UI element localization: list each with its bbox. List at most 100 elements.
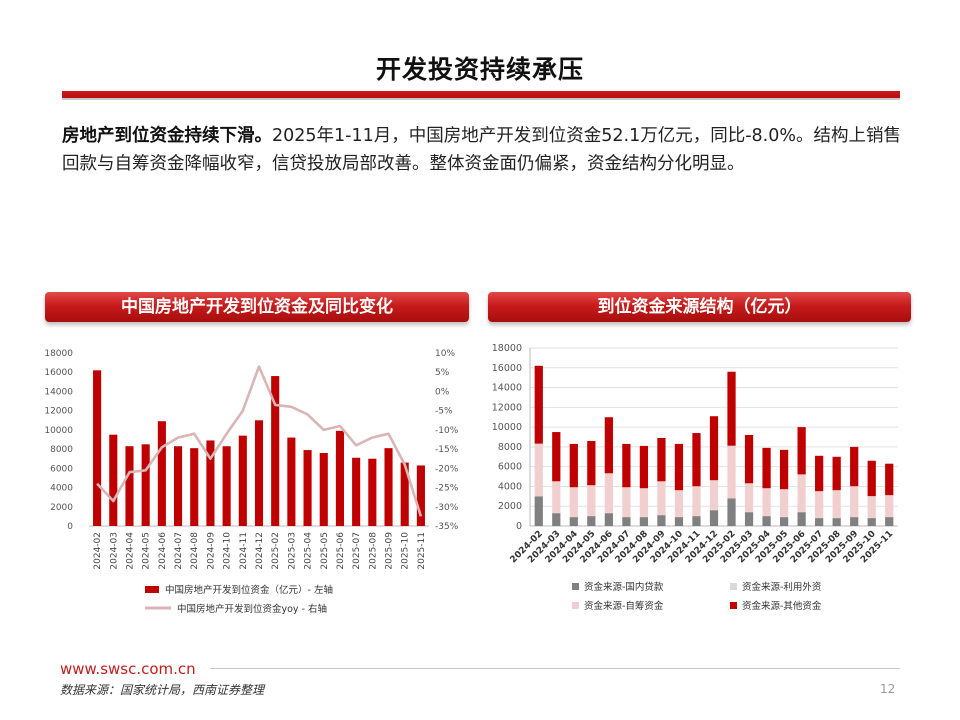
stack-segment — [797, 512, 806, 526]
y-right-tick-label: -30% — [435, 503, 459, 513]
legend-swatch — [730, 602, 737, 609]
y-right-tick-label: 10% — [435, 349, 455, 359]
funds-bar — [400, 462, 409, 526]
x-tick-label: 2024-08 — [190, 532, 200, 570]
x-tick-label: 2024-12 — [255, 532, 265, 570]
stack-segment — [709, 510, 719, 526]
x-tick-label: 2025-09 — [385, 532, 395, 570]
stack-segment — [604, 513, 613, 526]
title-rule-shadow — [62, 98, 900, 100]
y-tick-label: 14000 — [492, 383, 522, 394]
stack-segment — [744, 483, 754, 512]
stack-segment — [727, 445, 736, 499]
funds-bar — [174, 446, 183, 526]
stack-segment — [639, 445, 649, 489]
funds-bar — [368, 458, 377, 526]
summary-body: 2025年1-11月，中国房地产开发到位资金52.1万亿元，同比-8.0%。结构… — [62, 126, 901, 174]
funds-bar — [416, 465, 425, 526]
stack-segment — [727, 371, 736, 446]
y-right-tick-label: -35% — [435, 522, 459, 532]
stack-segment — [709, 416, 719, 481]
stack-segment — [850, 446, 859, 487]
funds-bar — [303, 450, 312, 526]
funds-bar — [157, 421, 166, 526]
funds-structure-chart: 0 2000 4000 6000 8000 10000 12000 14000 16000 180… — [492, 343, 898, 612]
stack-segment — [832, 456, 841, 491]
stack-segment — [639, 488, 649, 517]
stack-segment — [692, 486, 701, 516]
y-left-tick-label: 12000 — [44, 407, 73, 417]
x-tick-label: 2024-02 — [93, 532, 103, 570]
stack-segment — [534, 443, 543, 497]
legend-label: 资金来源-自筹资金 — [584, 600, 664, 612]
legend-swatch — [572, 583, 579, 590]
stack-segment — [885, 517, 894, 526]
y-tick-label: 12000 — [492, 402, 522, 413]
legend-line-label: 中国房地产开发到位资金yoy - 右轴 — [177, 603, 327, 615]
stack-segment — [797, 474, 806, 512]
website-url[interactable]: www.swsc.com.cn — [60, 660, 196, 678]
stack-segment — [587, 516, 596, 526]
stack-segment — [727, 498, 736, 526]
x-tick-label: 2024-03 — [109, 532, 119, 570]
y-right-tick-label: 0% — [435, 387, 450, 397]
stack-segment — [867, 496, 876, 518]
x-tick-label: 2025-03 — [287, 532, 297, 570]
stack-segment — [534, 496, 543, 526]
stack-segment — [587, 440, 596, 486]
right-chart-banner: 到位资金来源结构（亿元） — [488, 292, 911, 322]
stack-segment — [657, 515, 666, 526]
x-tick-label: 2024-10 — [223, 532, 233, 570]
stack-segment — [552, 432, 561, 482]
stack-segment — [832, 518, 841, 526]
legend-label: 资金来源-国内贷款 — [584, 581, 664, 593]
title-rule — [62, 91, 900, 98]
funds-bar — [335, 430, 344, 526]
funds-bar — [222, 446, 231, 526]
summary-paragraph: 房地产到位资金持续下滑。2025年1-11月，中国房地产开发到位资金52.1万亿… — [62, 122, 907, 178]
y-right-tick-label: -25% — [435, 484, 459, 494]
x-tick-label: 2025-02 — [271, 532, 281, 570]
stack-segment — [569, 443, 578, 488]
stack-segment — [885, 463, 894, 496]
stack-segment — [569, 487, 578, 517]
stack-segment — [569, 517, 578, 526]
y-tick-label: 8000 — [498, 442, 522, 453]
x-tick-label: 2024-09 — [206, 532, 216, 570]
y-left-tick-label: 0 — [67, 522, 73, 532]
stack-segment — [832, 490, 841, 518]
x-tick-label: 2024-07 — [174, 532, 184, 570]
stack-segment — [779, 449, 789, 490]
y-left-tick-label: 18000 — [44, 349, 73, 359]
y-right-tick-label: -10% — [435, 426, 459, 436]
stack-segment — [604, 473, 613, 513]
stack-segment — [850, 486, 859, 517]
y-tick-label: 2000 — [498, 501, 522, 512]
y-right-tick-label: -5% — [435, 407, 453, 417]
legend-swatch — [730, 583, 737, 590]
stack-segment — [552, 513, 561, 526]
funds-bar — [319, 452, 328, 526]
legend-bar-swatch — [145, 586, 159, 593]
left-chart-banner: 中国房地产开发到位资金及同比变化 — [45, 292, 469, 322]
stack-segment — [762, 447, 771, 489]
slide-title: 开发投资持续承压 — [375, 55, 584, 84]
funds-bar — [352, 457, 361, 526]
stack-segment — [867, 518, 876, 526]
y-tick-label: 10000 — [492, 422, 522, 433]
y-right-tick-label: 5% — [435, 368, 450, 378]
stack-segment — [709, 480, 719, 510]
y-left-tick-label: 2000 — [50, 503, 73, 513]
funds-bar — [141, 444, 150, 526]
funds-bar — [206, 440, 215, 526]
y-left-tick-label: 6000 — [50, 464, 73, 474]
stack-segment — [850, 517, 859, 526]
stack-segment — [674, 517, 684, 526]
stack-segment — [744, 512, 754, 526]
stack-segment — [797, 427, 806, 475]
stack-segment — [815, 455, 824, 492]
stack-segment — [534, 365, 543, 444]
y-tick-label: 4000 — [498, 481, 522, 492]
stack-segment — [692, 516, 701, 526]
stack-segment — [604, 417, 613, 474]
